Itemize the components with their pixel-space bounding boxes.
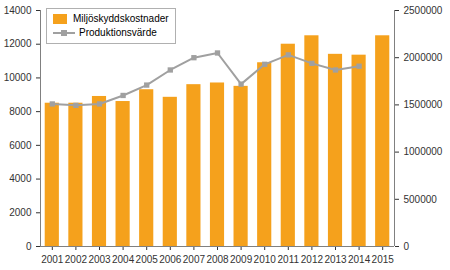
svg-text:2015: 2015 [372, 254, 395, 265]
svg-text:2011: 2011 [278, 254, 300, 265]
svg-text:8000: 8000 [9, 106, 32, 117]
svg-text:1000000: 1000000 [404, 146, 443, 157]
html-text:Miljöskyddskostnader: Miljöskyddskostnader [73, 13, 169, 24]
svg-text:2000: 2000 [9, 207, 32, 218]
svg-text:2013: 2013 [324, 254, 347, 265]
svg-text:2007: 2007 [183, 254, 206, 265]
svg-text:4000: 4000 [9, 173, 32, 184]
svg-text:14000: 14000 [4, 5, 32, 16]
svg-text:2001: 2001 [41, 254, 64, 265]
svg-text:2000000: 2000000 [404, 52, 443, 63]
svg-text:2500000: 2500000 [404, 5, 443, 16]
svg-text:0: 0 [26, 241, 32, 252]
svg-text:2003: 2003 [88, 254, 111, 265]
svg-text:2002: 2002 [65, 254, 88, 265]
svg-text:10000: 10000 [4, 72, 32, 83]
svg-text:12000: 12000 [4, 38, 32, 49]
svg-text:1500000: 1500000 [404, 99, 443, 110]
svg-text:2004: 2004 [112, 254, 135, 265]
svg-text:2012: 2012 [301, 254, 324, 265]
svg-text:2014: 2014 [348, 254, 371, 265]
svg-text:500000: 500000 [404, 194, 438, 205]
svg-text:0: 0 [404, 241, 410, 252]
svg-text:2009: 2009 [230, 254, 253, 265]
svg-text:2005: 2005 [136, 254, 159, 265]
svg-text:2010: 2010 [254, 254, 277, 265]
svg-text:2008: 2008 [206, 254, 229, 265]
html-text:Produktionsvärde: Produktionsvärde [79, 27, 157, 38]
svg-text:6000: 6000 [9, 140, 32, 151]
svg-text:2006: 2006 [159, 254, 182, 265]
